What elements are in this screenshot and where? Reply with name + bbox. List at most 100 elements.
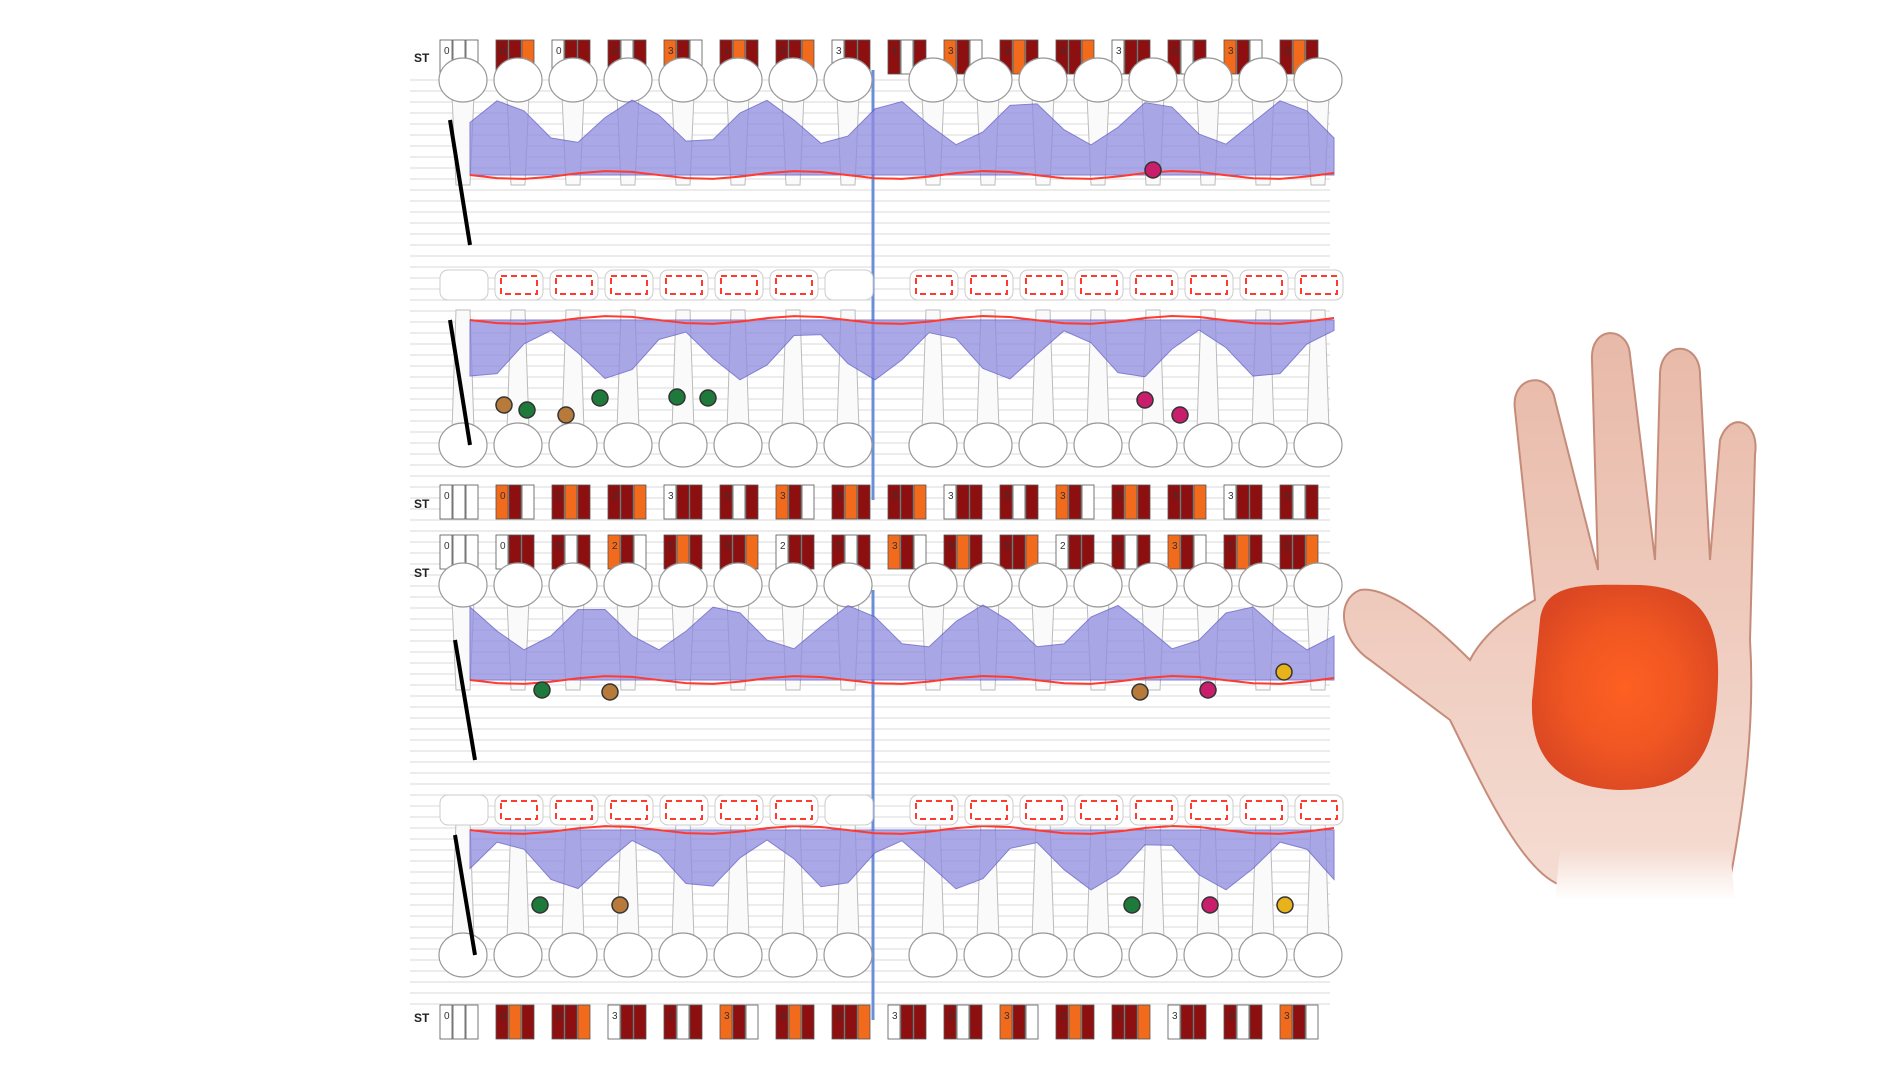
pocket-depth-box xyxy=(913,484,927,520)
pocket-depth-digit: 0 xyxy=(556,1011,562,1022)
bleeding-marker xyxy=(610,800,648,820)
pocket-depth-box xyxy=(1068,1004,1082,1040)
tooth-occlusal-box xyxy=(1184,269,1234,301)
st-label-3: ST xyxy=(414,566,430,580)
pocket-depth-box xyxy=(775,1004,789,1040)
pocket-depth-box xyxy=(1012,39,1026,75)
tooth-crown xyxy=(768,422,818,468)
tooth-occlusal-box xyxy=(494,794,544,826)
pocket-depth-box xyxy=(745,1004,759,1040)
st-label-2: ST xyxy=(414,497,430,511)
pocket-depth-digit: 3 xyxy=(1004,46,1010,57)
pocket-depth-box xyxy=(999,1004,1013,1040)
reference-line xyxy=(453,834,477,956)
tooth-crown xyxy=(1128,932,1178,978)
tooth-crown xyxy=(1293,932,1343,978)
pocket-depth-box xyxy=(1124,1004,1138,1040)
pocket-depth-box xyxy=(1193,484,1207,520)
bleeding-marker xyxy=(500,800,538,820)
tooth-crown xyxy=(438,422,488,468)
pocket-depth-digit: 3 xyxy=(612,46,618,57)
tooth-crown xyxy=(823,57,873,103)
reference-line xyxy=(448,119,472,246)
pocket-depth-digit: 3 xyxy=(892,541,898,552)
tooth-occlusal-box xyxy=(769,269,819,301)
pocket-depth-box xyxy=(1292,534,1306,570)
pocket-depth-box xyxy=(719,484,733,520)
bleeding-marker xyxy=(1025,800,1063,820)
pocket-depth-digit: 3 xyxy=(1172,1011,1178,1022)
pocket-depth-box xyxy=(956,484,970,520)
pocket-depth-digit: 3 xyxy=(1172,541,1178,552)
bleeding-marker xyxy=(1080,275,1118,295)
pocket-depth-box xyxy=(1249,484,1263,520)
pocket-depth-box xyxy=(844,1004,858,1040)
pocket-depth-box xyxy=(1124,484,1138,520)
pocket-depth-box xyxy=(1223,1004,1237,1040)
bleeding-marker xyxy=(1025,275,1063,295)
tooth-crown xyxy=(1238,932,1288,978)
tooth-occlusal-box xyxy=(1184,794,1234,826)
pocket-depth-box xyxy=(676,1004,690,1040)
pocket-depth-digit: 3 xyxy=(948,46,954,57)
tooth-crown xyxy=(603,932,653,978)
tooth-occlusal-box xyxy=(439,269,489,301)
pocket-depth-box xyxy=(1111,484,1125,520)
pocket-depth-box xyxy=(1223,484,1237,520)
pocket-depth-digit: 3 xyxy=(780,1011,786,1022)
pocket-depth-digit: 3 xyxy=(892,491,898,502)
clinical-marker xyxy=(531,896,549,914)
tooth-crown xyxy=(548,932,598,978)
tooth-crown xyxy=(963,562,1013,608)
pocket-depth-box xyxy=(1167,534,1181,570)
pocket-depth-box xyxy=(452,484,466,520)
tooth-crown xyxy=(1293,422,1343,468)
pocket-depth-box xyxy=(607,484,621,520)
pocket-depth-box xyxy=(1180,1004,1194,1040)
pocket-depth-box xyxy=(900,39,914,75)
tooth-occlusal-box xyxy=(1019,269,1069,301)
pocket-depth-box xyxy=(1249,1004,1263,1040)
pocket-depth-box xyxy=(801,534,815,570)
pocket-depth-digit: 3 xyxy=(1116,491,1122,502)
tooth-occlusal-box xyxy=(439,794,489,826)
pocket-depth-box xyxy=(887,534,901,570)
pocket-depth-box xyxy=(564,1004,578,1040)
pocket-depth-box xyxy=(887,484,901,520)
clinical-marker xyxy=(557,406,575,424)
tooth-occlusal-box xyxy=(549,794,599,826)
bleeding-marker xyxy=(500,275,538,295)
tooth-crown xyxy=(1238,57,1288,103)
pocket-depth-box xyxy=(857,484,871,520)
pocket-depth-digit: 2 xyxy=(1060,541,1066,552)
bleeding-marker xyxy=(555,800,593,820)
bleeding-marker xyxy=(775,800,813,820)
pocket-depth-box xyxy=(1292,1004,1306,1040)
tooth-crown xyxy=(493,562,543,608)
clinical-marker xyxy=(601,683,619,701)
bleeding-marker xyxy=(665,800,703,820)
tooth-crown xyxy=(1128,422,1178,468)
pocket-depth-digit: 2 xyxy=(780,541,786,552)
pocket-depth-box xyxy=(844,484,858,520)
tooth-crown xyxy=(658,562,708,608)
pocket-depth-box xyxy=(788,1004,802,1040)
pocket-depth-box xyxy=(1236,534,1250,570)
tooth-occlusal-box xyxy=(604,794,654,826)
pocket-depth-digit: 3 xyxy=(1284,46,1290,57)
pocket-depth-digit: 2 xyxy=(836,541,842,552)
tooth-occlusal-box xyxy=(909,794,959,826)
pocket-depth-digit: 3 xyxy=(724,491,730,502)
hand-palm-icon xyxy=(1343,332,1757,900)
clinical-marker xyxy=(611,896,629,914)
clinical-marker xyxy=(1275,663,1293,681)
tooth-crown xyxy=(438,57,488,103)
pocket-depth-digit: 3 xyxy=(836,46,842,57)
tooth-occlusal-box xyxy=(1019,794,1069,826)
pocket-depth-box xyxy=(1180,484,1194,520)
tooth-occlusal-box xyxy=(824,794,874,826)
pocket-depth-box xyxy=(887,39,901,75)
pocket-depth-box xyxy=(1180,534,1194,570)
pocket-depth-box xyxy=(969,484,983,520)
tooth-crown xyxy=(1238,422,1288,468)
